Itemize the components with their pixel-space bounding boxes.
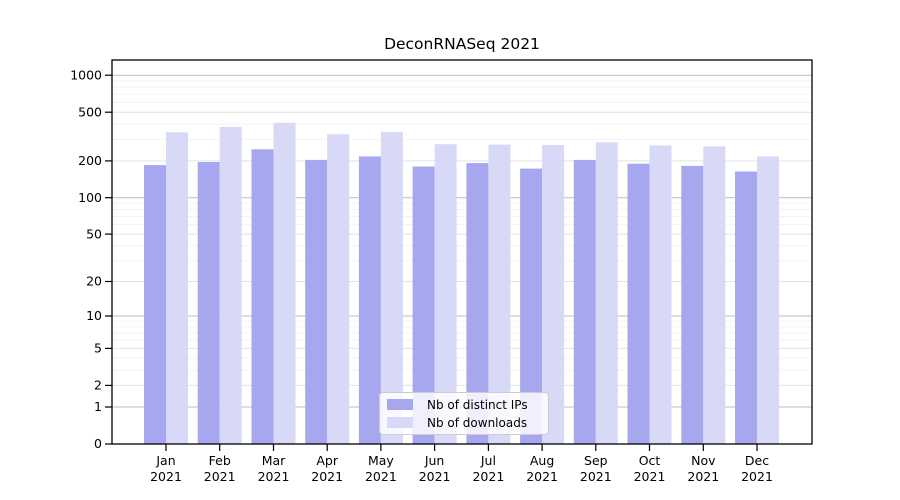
bar-apr-downloads xyxy=(327,134,350,444)
x-tick-label-month: Jul xyxy=(480,453,496,468)
x-tick-label-month: Feb xyxy=(209,453,231,468)
bar-jun-downloads xyxy=(434,144,457,444)
legend-swatch-distinct-ips xyxy=(387,399,413,410)
legend-label-downloads: Nb of downloads xyxy=(427,415,528,430)
x-tick-label-year: 2021 xyxy=(741,469,773,484)
x-tick-label-year: 2021 xyxy=(472,469,504,484)
legend-swatch-downloads xyxy=(387,417,413,428)
y-tick-label: 100 xyxy=(78,190,102,205)
x-tick-label-year: 2021 xyxy=(687,469,719,484)
legend: Nb of distinct IPs Nb of downloads xyxy=(379,392,549,435)
x-tick-label-year: 2021 xyxy=(526,469,558,484)
legend-item-downloads: Nb of downloads xyxy=(387,416,548,430)
bar-feb-distinct-ips xyxy=(197,162,220,444)
bar-oct-downloads xyxy=(649,145,672,444)
y-tick-label: 1000 xyxy=(70,67,102,82)
y-tick-label: 1 xyxy=(94,399,102,414)
bar-dec-distinct-ips xyxy=(735,171,757,444)
bar-aug-downloads xyxy=(542,145,565,444)
bar-may-distinct-ips xyxy=(358,156,381,444)
legend-item-distinct-ips: Nb of distinct IPs xyxy=(387,398,548,412)
x-tick-label-year: 2021 xyxy=(365,469,397,484)
x-tick-label-month: Nov xyxy=(691,453,716,468)
x-tick-label-month: Jan xyxy=(155,453,175,468)
x-tick-label-year: 2021 xyxy=(580,469,612,484)
y-tick-label: 200 xyxy=(78,153,102,168)
bar-mar-downloads xyxy=(273,122,296,445)
bar-sep-downloads xyxy=(595,142,618,445)
bar-nov-distinct-ips xyxy=(681,165,704,444)
x-tick-label-month: Jun xyxy=(424,453,445,468)
x-tick-label-month: Mar xyxy=(262,453,286,468)
chart-title: DeconRNASeq 2021 xyxy=(384,35,540,53)
x-tick-label-month: Aug xyxy=(530,453,554,468)
x-tick-label-year: 2021 xyxy=(419,469,451,484)
bar-may-downloads xyxy=(380,131,403,444)
y-tick-label: 500 xyxy=(78,104,102,119)
y-tick-label: 2 xyxy=(94,378,102,393)
bar-nov-downloads xyxy=(703,146,726,444)
bar-mar-distinct-ips xyxy=(251,149,274,445)
x-tick-label-month: Oct xyxy=(639,453,661,468)
y-tick-label: 0 xyxy=(94,436,102,451)
bar-jun-distinct-ips xyxy=(412,166,435,444)
bar-jan-downloads xyxy=(166,132,188,445)
plot-frame xyxy=(111,59,813,445)
y-tick-label: 20 xyxy=(86,274,102,289)
x-tick-label-year: 2021 xyxy=(634,469,666,484)
bar-jul-downloads xyxy=(488,144,511,444)
bar-jul-distinct-ips xyxy=(466,163,489,444)
bar-apr-distinct-ips xyxy=(305,159,328,444)
y-tick-label: 50 xyxy=(86,226,102,241)
bar-feb-downloads xyxy=(219,126,242,445)
bar-oct-distinct-ips xyxy=(627,163,650,444)
y-tick-label: 10 xyxy=(86,308,102,323)
x-tick-label-year: 2021 xyxy=(150,469,182,484)
x-tick-label-month: Apr xyxy=(316,453,338,468)
x-tick-label-year: 2021 xyxy=(204,469,236,484)
bar-jan-distinct-ips xyxy=(144,165,166,444)
x-tick-label-month: May xyxy=(368,453,394,468)
x-tick-label-month: Sep xyxy=(584,453,608,468)
x-tick-label-year: 2021 xyxy=(311,469,343,484)
bar-sep-distinct-ips xyxy=(573,159,596,444)
bar-aug-distinct-ips xyxy=(520,168,543,444)
x-tick-label-year: 2021 xyxy=(258,469,290,484)
y-tick-label: 5 xyxy=(94,341,102,356)
x-tick-label-month: Dec xyxy=(745,453,769,468)
legend-label-distinct-ips: Nb of distinct IPs xyxy=(427,397,528,412)
bar-dec-downloads xyxy=(757,156,779,444)
